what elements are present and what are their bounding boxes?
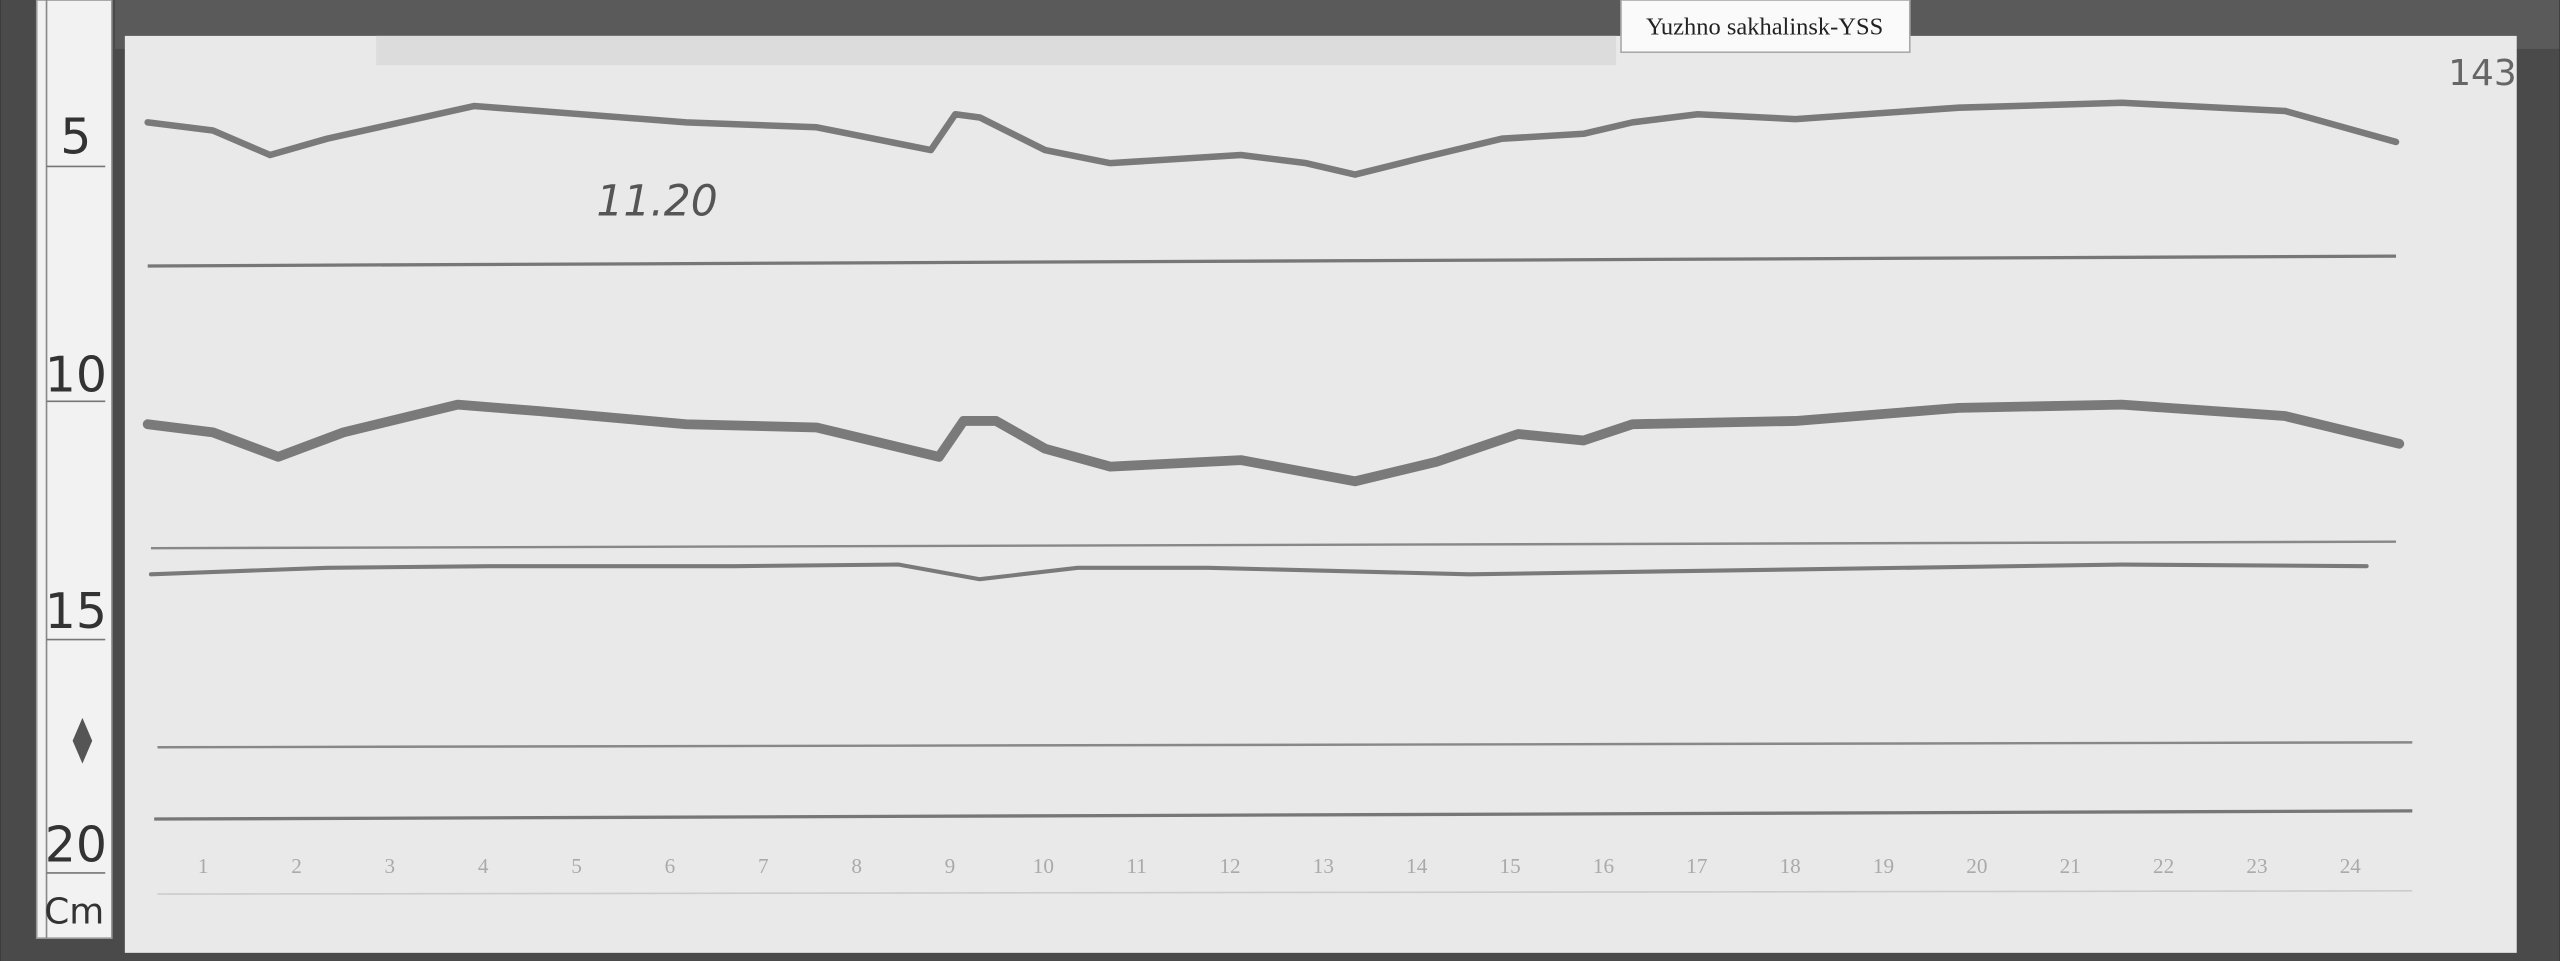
ruler-label: 10 xyxy=(45,347,107,404)
ruler-marker xyxy=(72,717,93,764)
hour-label: 2 xyxy=(291,854,302,878)
baseline xyxy=(157,890,2413,895)
hour-label: 8 xyxy=(851,854,862,878)
baseline xyxy=(154,809,2413,821)
hour-label: 3 xyxy=(385,854,396,878)
baseline xyxy=(150,540,2397,550)
hour-label: 23 xyxy=(2246,854,2267,878)
hour-label: 19 xyxy=(1873,854,1894,878)
hour-label: 5 xyxy=(571,854,582,878)
hour-label: 16 xyxy=(1593,854,1614,878)
hour-label: 6 xyxy=(665,854,676,878)
hour-labels: 1 2 3 4 5 6 7 8 9 10 11 12 13 14 15 16 17 18 19 20 21 22 23 24 xyxy=(198,854,2361,878)
hour-label: 21 xyxy=(2060,854,2081,878)
hour-label: 20 xyxy=(1966,854,1987,878)
ruler-label: 15 xyxy=(45,583,107,640)
page-number: 143 xyxy=(2448,53,2516,94)
hour-label: 13 xyxy=(1313,854,1334,878)
ruler xyxy=(35,0,113,939)
ruler-label: 5 xyxy=(60,108,91,165)
hour-label: 15 xyxy=(1500,854,1521,878)
baseline xyxy=(157,741,2413,749)
hour-label: 7 xyxy=(758,854,769,878)
paper xyxy=(124,35,2517,953)
hour-label: 1 xyxy=(198,854,209,878)
trace-z xyxy=(148,562,2369,582)
hour-label: 11 xyxy=(1126,854,1146,878)
ruler-label: 20 xyxy=(45,816,107,873)
hour-label: 24 xyxy=(2340,854,2362,878)
hour-label: 22 xyxy=(2153,854,2174,878)
trace-h xyxy=(142,399,2405,487)
hour-label: 14 xyxy=(1406,854,1428,878)
hour-label: 12 xyxy=(1219,854,1240,878)
hour-label: 9 xyxy=(945,854,956,878)
hour-label: 17 xyxy=(1686,854,1707,878)
station-label-box xyxy=(1620,0,1911,54)
trace-d xyxy=(144,99,2400,178)
ruler-unit: Cm xyxy=(44,891,104,932)
station-label: Yuzhno sakhalinsk-YSS xyxy=(1646,13,1883,40)
handwritten-date: 11.20 xyxy=(596,177,717,226)
hour-label: 10 xyxy=(1033,854,1054,878)
baseline xyxy=(147,254,2397,268)
tape xyxy=(376,35,1617,66)
ruler-ticks xyxy=(46,165,106,874)
hour-label: 4 xyxy=(478,854,489,878)
hour-label: 18 xyxy=(1780,854,1801,878)
